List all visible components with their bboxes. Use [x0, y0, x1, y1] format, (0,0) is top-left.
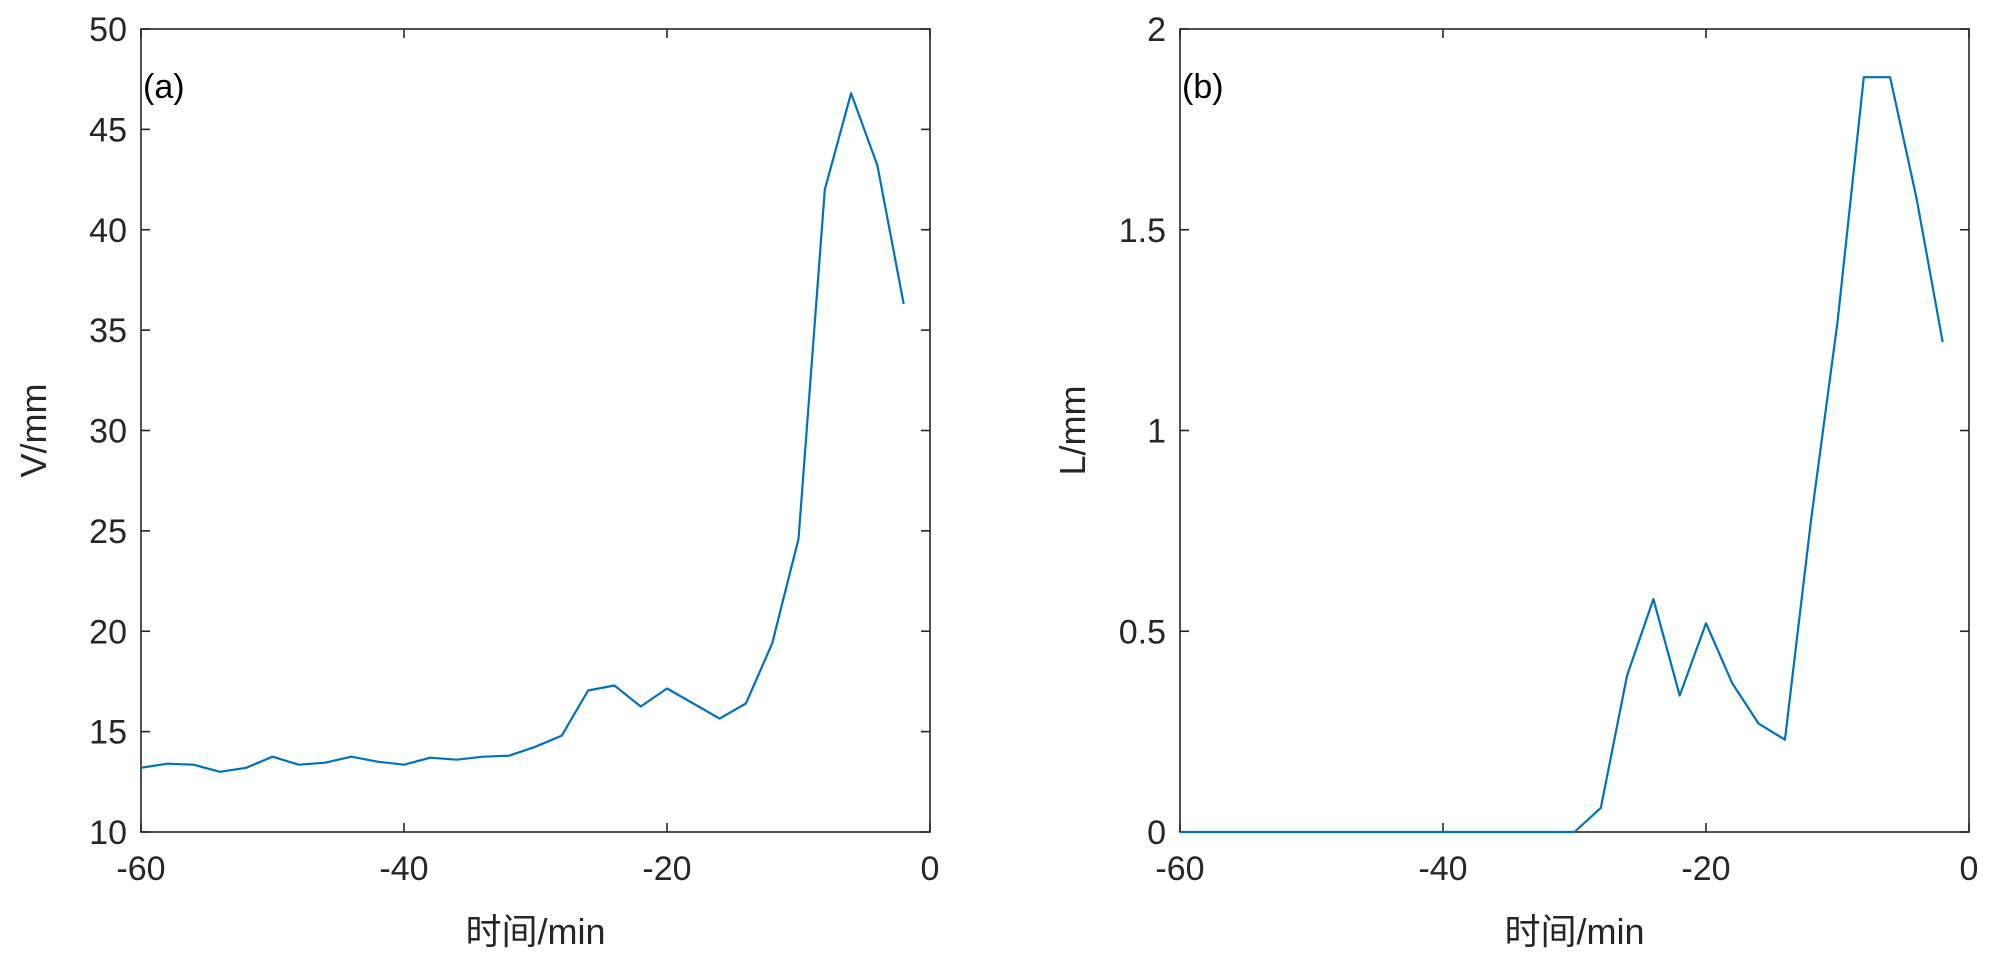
y-tick-label: 35: [89, 312, 127, 350]
x-tick-label: -40: [379, 850, 428, 888]
x-tick-label: -60: [1155, 850, 1204, 888]
series-line-b: [1180, 76, 1944, 834]
y-tick-label: 50: [89, 11, 127, 49]
x-axis-label: 时间/min: [1504, 911, 1644, 952]
y-tick-label: 40: [89, 212, 127, 250]
series-line-a: [140, 92, 905, 773]
plot-frame-b: [1179, 28, 1970, 833]
y-tick-label: 20: [89, 613, 127, 651]
y-axis-label: L/mm: [1052, 386, 1093, 476]
y-tick-label: 0: [1147, 814, 1166, 852]
x-tick-label: 0: [1960, 850, 1979, 888]
x-tick-label: -20: [1681, 850, 1730, 888]
y-tick-label: 45: [89, 111, 127, 149]
x-axis-label: 时间/min: [465, 911, 605, 952]
panel-label: (a): [143, 68, 185, 106]
x-tick-label: -40: [1418, 850, 1467, 888]
x-tick-label: -60: [116, 850, 165, 888]
chart-panel-b: -60 -40 -20 0 0 0.5 1 1.5 2 时间/min L/mm (b): [1052, 11, 1978, 952]
y-tick-label: 0.5: [1119, 613, 1166, 651]
y-tick-label: 2: [1147, 11, 1166, 49]
y-tick-label: 15: [89, 714, 127, 752]
chart-panel-a: -60 -40 -20 0 10 15 20 25 30 35 40 45 50 时间/min V/mm (a…: [13, 11, 939, 952]
y-tick-label: 25: [89, 513, 127, 551]
y-tick-label: 10: [89, 814, 127, 852]
y-tick-label: 30: [89, 413, 127, 451]
x-tick-label: 0: [921, 850, 940, 888]
y-tick-label: 1.5: [1119, 212, 1166, 250]
y-tick-label: 1: [1147, 413, 1166, 451]
y-axis-label: V/mm: [13, 384, 54, 478]
panel-label: (b): [1182, 68, 1224, 106]
x-tick-label: -20: [642, 850, 691, 888]
plot-frame-a: [140, 28, 931, 833]
